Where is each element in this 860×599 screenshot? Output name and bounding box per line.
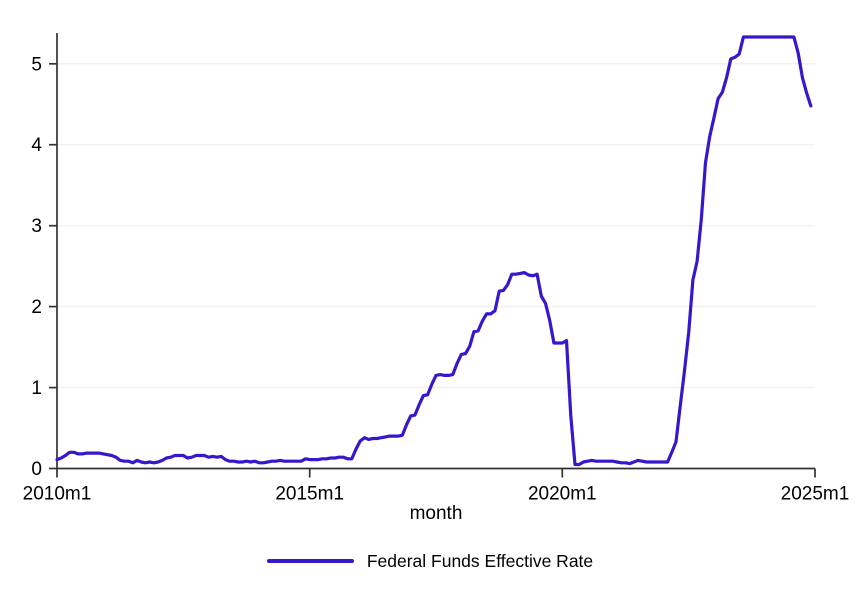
legend-line-swatch [266, 559, 354, 563]
y-tick-label: 0 [31, 459, 42, 480]
legend-label: Federal Funds Effective Rate [366, 550, 594, 571]
x-tick-label: 2010m1 [23, 484, 92, 505]
y-tick-label: 1 [31, 378, 42, 399]
y-tick-label: 4 [31, 135, 42, 156]
y-tick-label: 5 [31, 54, 42, 75]
legend: Federal Funds Effective Rate [0, 547, 860, 575]
x-tick-label: 2025m1 [781, 484, 850, 505]
x-axis-title: month [409, 503, 463, 524]
x-tick-label: 2020m1 [528, 484, 597, 505]
y-tick-label: 3 [31, 216, 42, 237]
y-tick-label: 2 [31, 297, 42, 318]
series-line [55, 35, 813, 467]
x-tick-label: 2015m1 [275, 484, 344, 505]
chart-canvas: 0 1 2 3 4 5 2010m1 2015m1 2020m1 2025m1 [23, 33, 850, 505]
